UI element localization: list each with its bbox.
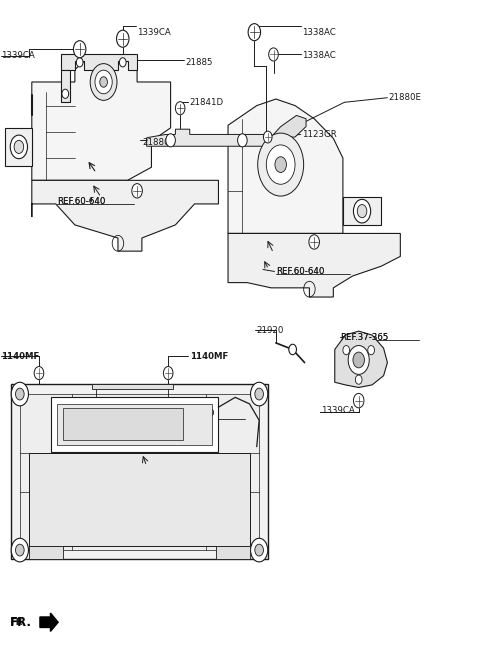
Text: 1339CA: 1339CA xyxy=(322,406,355,415)
Circle shape xyxy=(11,382,28,406)
Polygon shape xyxy=(11,384,268,559)
Circle shape xyxy=(353,394,364,408)
Text: 1140MF: 1140MF xyxy=(0,351,39,361)
Polygon shape xyxy=(57,404,212,445)
Text: 1140MF: 1140MF xyxy=(190,351,228,361)
Polygon shape xyxy=(40,613,58,631)
Polygon shape xyxy=(29,546,63,559)
Polygon shape xyxy=(147,129,266,147)
Polygon shape xyxy=(20,394,259,550)
Text: REF.28-390: REF.28-390 xyxy=(166,409,214,418)
Text: 1338AC: 1338AC xyxy=(302,28,336,37)
Circle shape xyxy=(251,538,268,562)
Circle shape xyxy=(368,346,374,355)
Polygon shape xyxy=(343,197,381,225)
Circle shape xyxy=(132,183,143,198)
Circle shape xyxy=(14,141,24,154)
Circle shape xyxy=(266,145,295,184)
Circle shape xyxy=(275,157,287,173)
Circle shape xyxy=(76,58,83,67)
Polygon shape xyxy=(228,233,400,297)
Text: FR.: FR. xyxy=(10,616,32,629)
Polygon shape xyxy=(32,61,170,180)
Circle shape xyxy=(269,48,278,61)
Circle shape xyxy=(343,346,349,355)
Text: REF.28-390: REF.28-390 xyxy=(166,409,214,418)
Circle shape xyxy=(289,344,297,355)
Text: REF.60-640: REF.60-640 xyxy=(276,267,324,276)
Text: FR.: FR. xyxy=(10,618,26,627)
Polygon shape xyxy=(92,384,173,389)
Circle shape xyxy=(348,346,369,374)
Circle shape xyxy=(10,135,27,159)
Circle shape xyxy=(120,58,126,67)
Circle shape xyxy=(73,41,86,58)
Text: 21880C: 21880C xyxy=(142,138,175,147)
Circle shape xyxy=(100,77,108,87)
Polygon shape xyxy=(228,99,343,233)
Circle shape xyxy=(95,70,112,94)
Circle shape xyxy=(258,133,304,196)
Polygon shape xyxy=(63,409,182,440)
Circle shape xyxy=(355,375,362,384)
Circle shape xyxy=(15,544,24,556)
Polygon shape xyxy=(29,453,250,546)
Polygon shape xyxy=(271,116,306,137)
Text: 21920: 21920 xyxy=(257,326,284,335)
Circle shape xyxy=(163,367,173,380)
Polygon shape xyxy=(60,55,137,70)
Text: REF.60-640: REF.60-640 xyxy=(57,197,106,206)
Polygon shape xyxy=(60,70,70,102)
Circle shape xyxy=(248,24,261,41)
Circle shape xyxy=(11,538,28,562)
Text: 1123GR: 1123GR xyxy=(302,130,337,139)
Circle shape xyxy=(357,204,367,217)
Text: 1339CA: 1339CA xyxy=(137,28,171,37)
Polygon shape xyxy=(5,128,32,166)
Circle shape xyxy=(251,382,268,406)
Circle shape xyxy=(90,64,117,101)
Text: 21880E: 21880E xyxy=(388,93,421,102)
Circle shape xyxy=(238,134,247,147)
Polygon shape xyxy=(32,180,218,251)
Circle shape xyxy=(353,199,371,223)
Polygon shape xyxy=(51,397,218,452)
Text: REF.37-365: REF.37-365 xyxy=(340,332,389,342)
Circle shape xyxy=(175,102,185,115)
Text: 1338AC: 1338AC xyxy=(302,51,336,60)
Circle shape xyxy=(62,89,69,99)
Text: 21885: 21885 xyxy=(185,58,213,67)
Circle shape xyxy=(34,367,44,380)
Polygon shape xyxy=(335,331,387,388)
Circle shape xyxy=(255,544,264,556)
Circle shape xyxy=(309,235,320,249)
Text: 1339CA: 1339CA xyxy=(0,51,35,60)
Text: REF.60-640: REF.60-640 xyxy=(276,267,324,276)
Circle shape xyxy=(255,388,264,400)
Circle shape xyxy=(353,352,364,368)
Circle shape xyxy=(264,131,272,143)
Text: REF.37-365: REF.37-365 xyxy=(340,332,389,342)
Circle shape xyxy=(166,134,175,147)
Text: 21841D: 21841D xyxy=(190,98,224,107)
Circle shape xyxy=(15,388,24,400)
Polygon shape xyxy=(216,546,250,559)
Circle shape xyxy=(117,30,129,47)
Text: REF.60-640: REF.60-640 xyxy=(57,197,106,206)
